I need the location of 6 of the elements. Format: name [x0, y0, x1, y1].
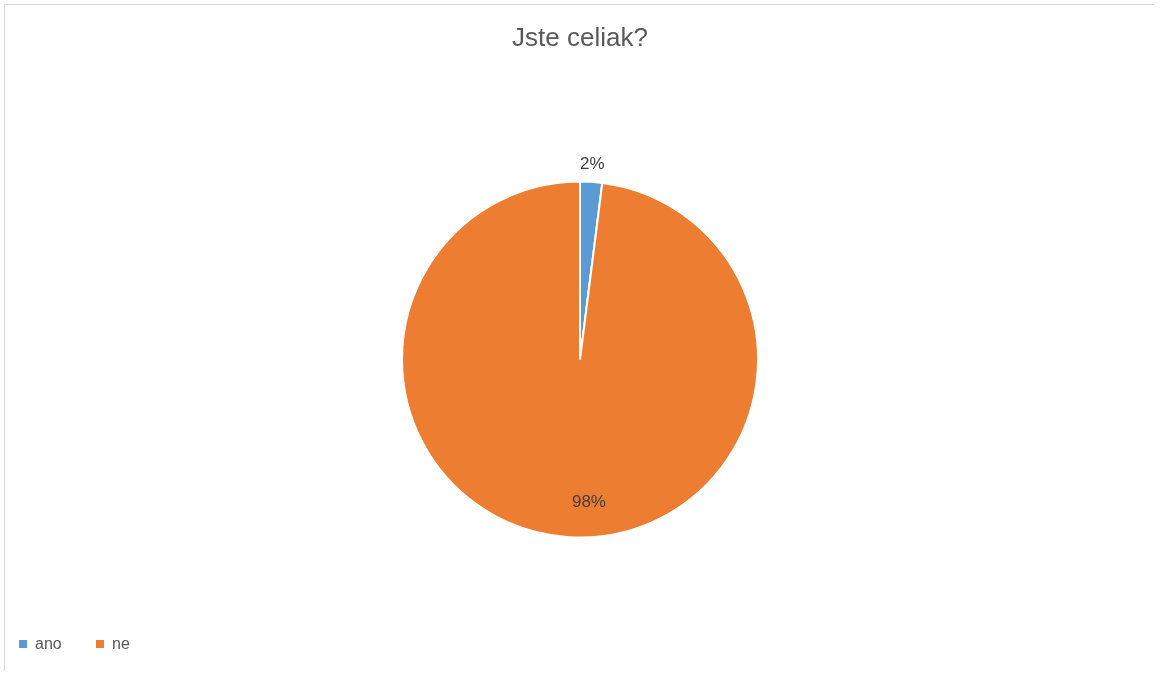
chart-title: Jste celiak? [512, 22, 648, 52]
data-label: 98% [571, 491, 606, 511]
legend-label: ne [112, 635, 130, 652]
data-label: 2% [580, 153, 605, 173]
pie-slice [401, 180, 759, 539]
legend-label: ano [35, 635, 62, 652]
